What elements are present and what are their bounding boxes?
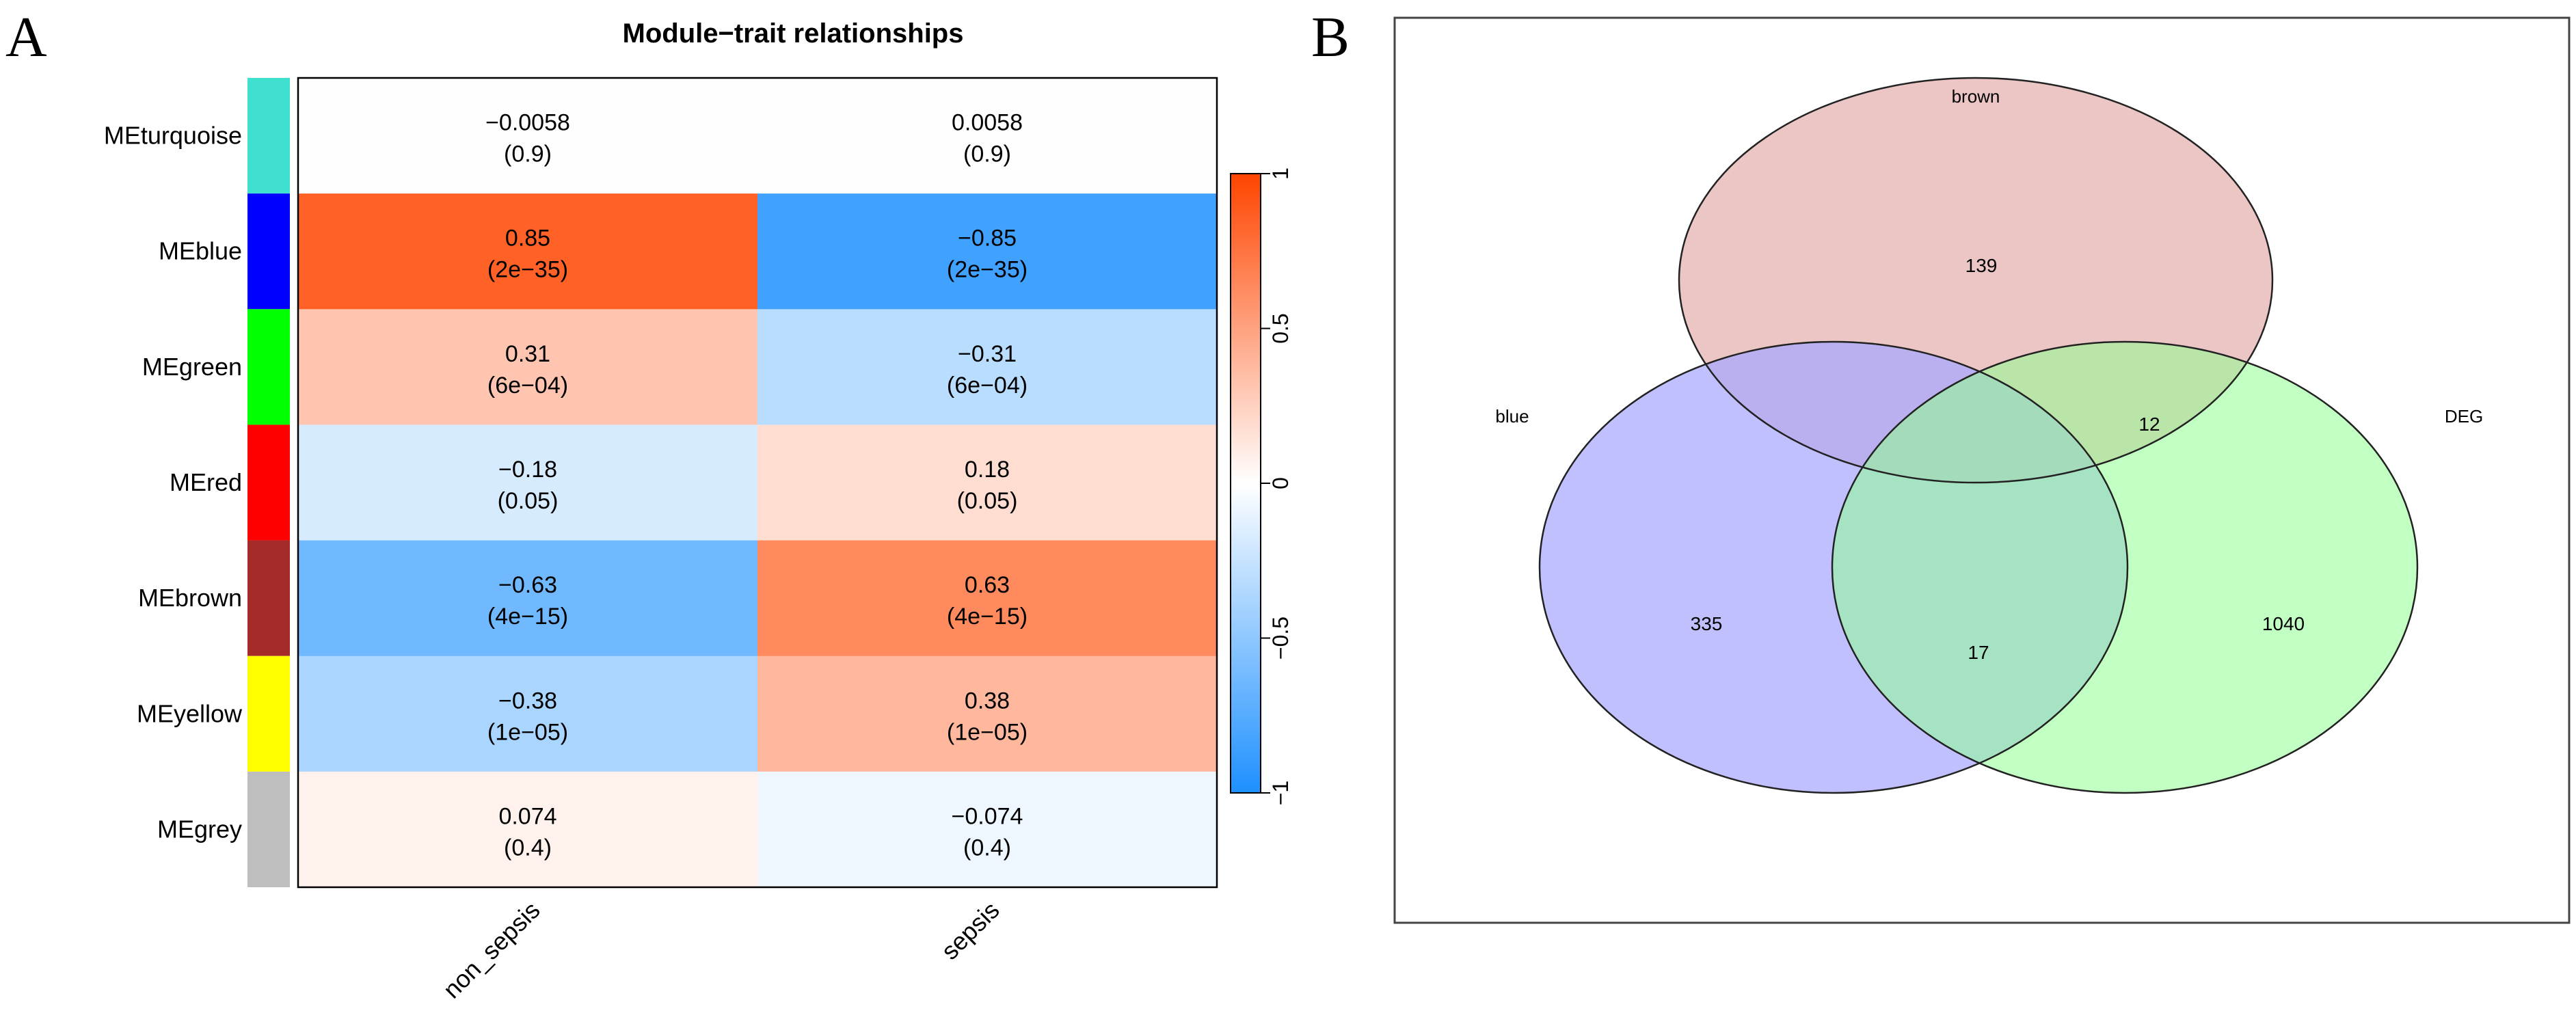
cell-pvalue: (4e−15) (487, 604, 568, 630)
venn-count-deg-only: 1040 (2262, 613, 2305, 634)
module-color-swatch (247, 656, 290, 772)
row-label: MEred (170, 468, 242, 496)
heatmap-cell (757, 309, 1218, 425)
cell-pvalue: (0.4) (504, 835, 552, 861)
module-color-swatch (247, 771, 290, 887)
cell-pvalue: (0.9) (963, 141, 1011, 167)
venn-count-brown-only: 139 (1965, 255, 1998, 276)
cell-correlation: −0.85 (958, 226, 1017, 252)
module-color-swatch (247, 193, 290, 310)
cell-correlation: −0.18 (498, 457, 557, 483)
cell-correlation: −0.0058 (485, 110, 570, 136)
heatmap-cell (298, 656, 758, 772)
colorbar-tick-label: −1 (1268, 781, 1293, 805)
heatmap-cell (298, 309, 758, 425)
heatmap-cells (298, 78, 1218, 888)
cell-correlation: 0.63 (965, 572, 1010, 598)
heatmap-cell (298, 540, 758, 657)
cell-correlation: −0.38 (498, 688, 557, 714)
module-color-swatch (247, 540, 290, 656)
venn-diagram: brown blue DEG 139 335 1040 12 17 (1393, 16, 2571, 924)
heatmap-cell (757, 78, 1218, 194)
cell-pvalue: (1e−05) (947, 719, 1028, 745)
venn-count-blue-deg: 17 (1968, 642, 1989, 663)
cell-correlation: 0.85 (505, 226, 550, 252)
row-label: MEbrown (138, 584, 242, 612)
venn-label-blue: blue (1495, 406, 1529, 427)
module-color-swatch (247, 78, 290, 194)
cell-correlation: −0.31 (958, 341, 1017, 367)
cell-pvalue: (6e−04) (947, 373, 1028, 399)
cell-pvalue: (2e−35) (947, 257, 1028, 283)
module-color-swatch (247, 309, 290, 425)
cell-correlation: 0.38 (965, 688, 1010, 714)
colorbar-ticks: −1 −0.5 0 0.5 1 (1261, 167, 1293, 805)
cell-pvalue: (0.4) (963, 835, 1011, 861)
colorbar-tick-label: 1 (1268, 167, 1293, 180)
row-label: MEgrey (157, 815, 242, 843)
panel-a-letter: A (5, 5, 47, 69)
module-trait-heatmap: Module−trait relationships MEturquoiseME… (104, 18, 1293, 1003)
venn-label-brown: brown (1952, 86, 2000, 107)
colorbar-tick-label: −0.5 (1268, 617, 1293, 660)
colorbar-tick-label: 0 (1268, 477, 1293, 489)
heatmap-cell (757, 771, 1218, 888)
cell-pvalue: (0.05) (957, 488, 1018, 514)
cell-pvalue: (1e−05) (487, 719, 568, 745)
module-color-bar (247, 78, 290, 887)
venn-count-blue-only: 335 (1691, 613, 1723, 634)
heatmap-cell (298, 424, 758, 541)
cell-correlation: −0.074 (952, 803, 1023, 829)
cell-pvalue: (0.05) (498, 488, 559, 514)
heatmap-cell (298, 771, 758, 888)
heatmap-cell (757, 540, 1218, 657)
cell-correlation: 0.0058 (952, 110, 1023, 136)
venn-outline-deg (1831, 340, 2419, 794)
heatmap-cell (757, 193, 1218, 310)
cell-correlation: 0.074 (498, 803, 556, 829)
colorbar-gradient (1230, 173, 1261, 794)
colorbar-tick-label: 0.5 (1268, 313, 1293, 343)
cell-labels: −0.0058 (0.9) 0.0058 (0.9) 0.85 (2e−35) −0.85 (… (485, 110, 1028, 861)
venn-circle-deg (1832, 342, 2417, 793)
row-label: MEblue (159, 237, 242, 265)
venn-label-deg: DEG (2445, 406, 2483, 427)
cell-pvalue: (6e−04) (487, 373, 568, 399)
heatmap-frame (297, 77, 1218, 889)
cell-pvalue: (0.9) (504, 141, 552, 167)
cell-correlation: 0.18 (965, 457, 1010, 483)
heatmap-title: Module−trait relationships (623, 18, 964, 49)
venn-count-brown-deg: 12 (2138, 414, 2160, 435)
heatmap-cell (757, 424, 1218, 541)
row-labels: MEturquoise MEblue MEgreen MEred MEbrown MEye… (104, 122, 243, 843)
module-color-swatch (247, 424, 290, 541)
cell-pvalue: (4e−15) (947, 604, 1028, 630)
heatmap-cell (757, 656, 1218, 772)
venn-outline-brown (1678, 77, 2274, 484)
heatmap-cell (298, 78, 758, 194)
row-label: MEgreen (142, 353, 242, 381)
venn-outline-blue (1538, 340, 2129, 794)
row-label: MEyellow (137, 699, 243, 727)
panel-b-letter: B (1311, 5, 1350, 69)
cell-correlation: −0.63 (498, 572, 557, 598)
cell-pvalue: (2e−35) (487, 257, 568, 283)
heatmap-cell (298, 193, 758, 310)
colorbar: −1 −0.5 0 0.5 1 (1230, 167, 1293, 805)
cell-correlation: 0.31 (505, 341, 550, 367)
row-label: MEturquoise (104, 122, 242, 150)
